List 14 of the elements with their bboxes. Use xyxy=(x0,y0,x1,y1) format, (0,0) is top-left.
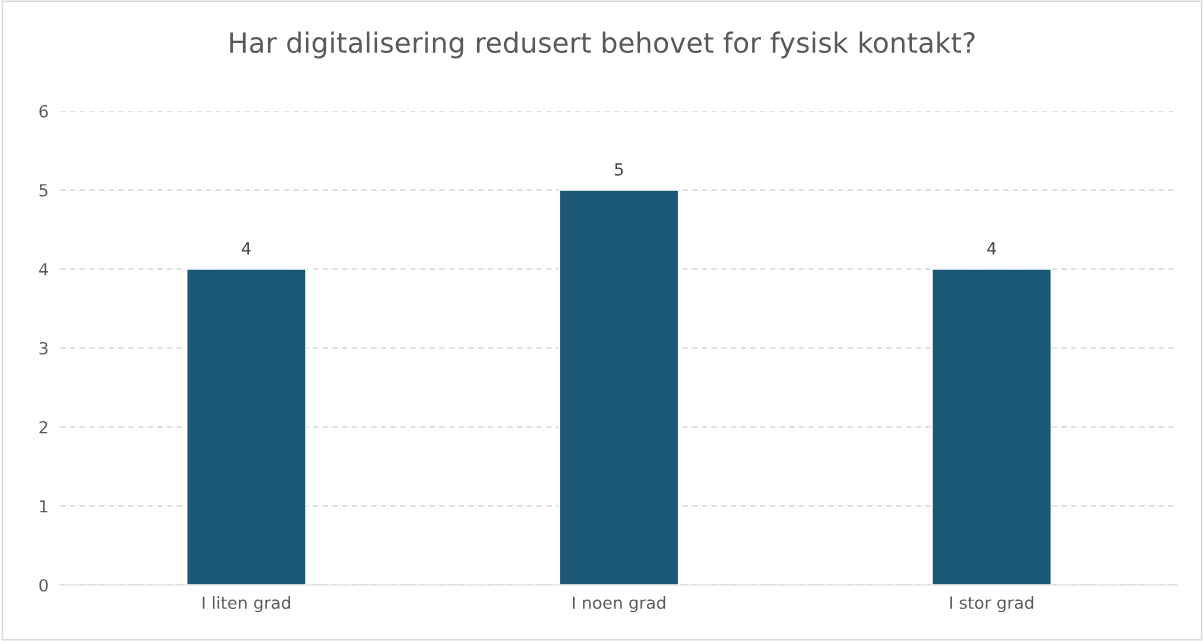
chart-title: Har digitalisering redusert behovet for fysisk kontakt? xyxy=(230,31,975,59)
y-tick-label: 6 xyxy=(39,104,48,118)
x-tick-label: I liten grad xyxy=(202,596,290,613)
data-label: 4 xyxy=(241,242,251,255)
y-tick-label: 1 xyxy=(40,500,48,513)
y-tick-label: 2 xyxy=(39,420,48,434)
x-tick-label: I noen grad xyxy=(572,596,666,613)
y-tick-label: 4 xyxy=(39,263,48,276)
y-tick-label: 0 xyxy=(39,578,48,592)
data-label: 4 xyxy=(987,242,997,255)
y-tick-label: 5 xyxy=(39,184,48,197)
x-tick-label: I stor grad xyxy=(950,596,1034,613)
data-label: 5 xyxy=(614,163,623,176)
y-tick-label: 3 xyxy=(39,341,48,355)
